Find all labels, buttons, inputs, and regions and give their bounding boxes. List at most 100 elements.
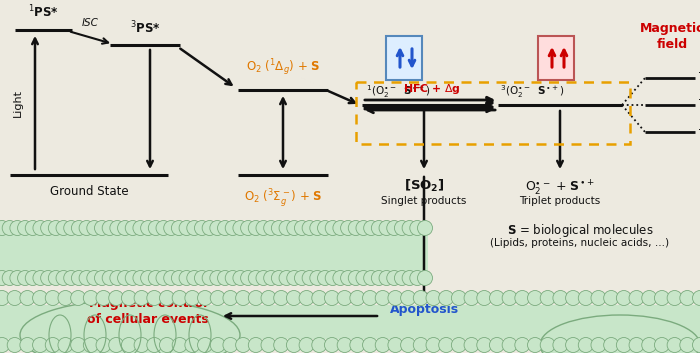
Circle shape [489, 291, 505, 305]
Circle shape [147, 291, 162, 305]
Circle shape [185, 291, 200, 305]
Circle shape [279, 221, 294, 235]
FancyBboxPatch shape [0, 305, 700, 339]
Circle shape [210, 270, 225, 286]
Circle shape [179, 221, 194, 235]
Circle shape [264, 270, 279, 286]
Circle shape [87, 270, 101, 286]
Circle shape [680, 291, 695, 305]
Circle shape [295, 270, 309, 286]
Circle shape [417, 221, 433, 235]
Circle shape [464, 291, 479, 305]
Circle shape [337, 291, 352, 305]
Circle shape [349, 270, 363, 286]
Circle shape [402, 221, 417, 235]
Circle shape [388, 291, 403, 305]
Circle shape [603, 337, 619, 353]
Circle shape [7, 291, 22, 305]
Circle shape [514, 337, 530, 353]
Circle shape [56, 270, 71, 286]
Circle shape [388, 337, 403, 353]
Circle shape [64, 221, 78, 235]
Circle shape [375, 291, 390, 305]
Text: T$_+$: T$_+$ [698, 71, 700, 85]
Circle shape [692, 291, 700, 305]
Circle shape [71, 221, 86, 235]
Circle shape [18, 270, 33, 286]
Circle shape [110, 270, 125, 286]
Text: Magnetic
field: Magnetic field [640, 22, 700, 51]
Circle shape [326, 270, 340, 286]
Circle shape [553, 291, 568, 305]
Circle shape [363, 291, 377, 305]
Circle shape [333, 221, 348, 235]
Circle shape [197, 291, 213, 305]
Circle shape [295, 221, 309, 235]
Circle shape [71, 291, 85, 305]
Circle shape [372, 270, 386, 286]
Text: O$_2^{\bullet-}$ + $\mathbf{S}^{\bullet+}$: O$_2^{\bullet-}$ + $\mathbf{S}^{\bullet+… [525, 178, 595, 197]
Circle shape [94, 270, 109, 286]
Circle shape [325, 291, 340, 305]
Text: $^1$PS*: $^1$PS* [27, 4, 58, 20]
Text: Triplet products: Triplet products [519, 196, 601, 206]
Circle shape [233, 221, 248, 235]
Circle shape [236, 337, 251, 353]
Circle shape [236, 291, 251, 305]
Circle shape [223, 337, 238, 353]
Circle shape [264, 221, 279, 235]
Text: Ground State: Ground State [50, 185, 128, 198]
Circle shape [133, 270, 148, 286]
Circle shape [187, 270, 202, 286]
Circle shape [654, 337, 669, 353]
Circle shape [41, 270, 55, 286]
Circle shape [225, 270, 240, 286]
Circle shape [125, 221, 140, 235]
Circle shape [337, 337, 352, 353]
FancyBboxPatch shape [538, 36, 574, 80]
Circle shape [110, 221, 125, 235]
Circle shape [195, 270, 209, 286]
Circle shape [325, 337, 340, 353]
Circle shape [439, 291, 454, 305]
Circle shape [379, 221, 394, 235]
Circle shape [629, 337, 644, 353]
Circle shape [272, 221, 286, 235]
Circle shape [118, 221, 132, 235]
Circle shape [413, 291, 428, 305]
Circle shape [172, 291, 187, 305]
Circle shape [96, 291, 111, 305]
Circle shape [141, 270, 155, 286]
Circle shape [83, 337, 98, 353]
Circle shape [356, 221, 371, 235]
Circle shape [87, 221, 101, 235]
Circle shape [241, 270, 256, 286]
Circle shape [102, 221, 117, 235]
Circle shape [566, 291, 580, 305]
Circle shape [326, 221, 340, 235]
Circle shape [94, 221, 109, 235]
Circle shape [603, 291, 619, 305]
Text: [$\mathbf{SO_2}$]: [$\mathbf{SO_2}$] [404, 178, 444, 194]
Circle shape [56, 221, 71, 235]
Circle shape [248, 221, 263, 235]
Circle shape [591, 291, 606, 305]
Circle shape [172, 270, 186, 286]
Circle shape [71, 337, 85, 353]
Text: $^3$PS*: $^3$PS* [130, 19, 160, 36]
Circle shape [426, 337, 441, 353]
Circle shape [96, 337, 111, 353]
Circle shape [20, 337, 35, 353]
Circle shape [202, 270, 217, 286]
Circle shape [464, 337, 479, 353]
Circle shape [195, 221, 209, 235]
Circle shape [64, 270, 78, 286]
Circle shape [356, 270, 371, 286]
Circle shape [312, 337, 327, 353]
Circle shape [286, 337, 302, 353]
Circle shape [540, 291, 555, 305]
Circle shape [439, 337, 454, 353]
Circle shape [312, 291, 327, 305]
Circle shape [58, 291, 73, 305]
Circle shape [148, 221, 163, 235]
